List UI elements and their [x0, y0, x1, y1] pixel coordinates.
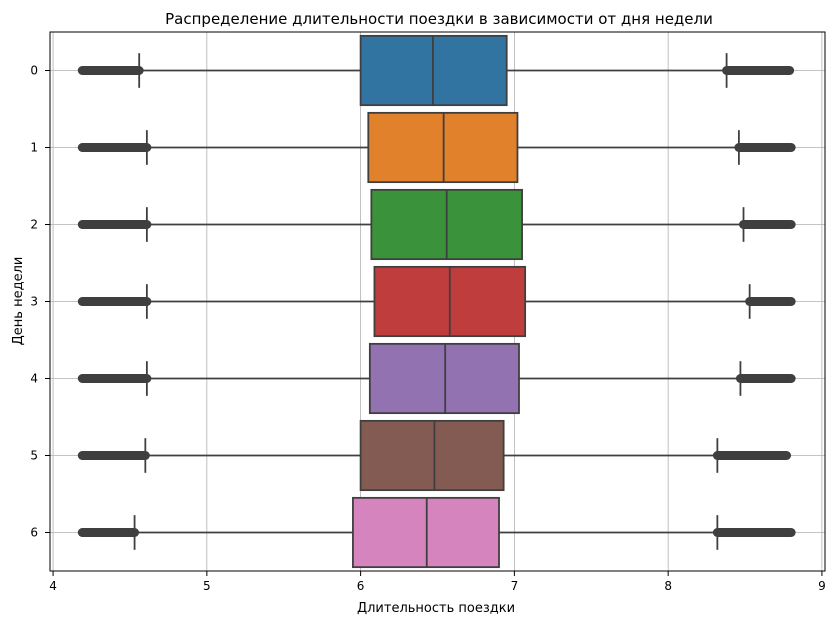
x-axis-ticks: 4 5 6 7 8 9	[49, 571, 826, 593]
x-tick-label: 5	[203, 579, 211, 593]
box-day-3	[77, 265, 796, 338]
box-day-2	[77, 188, 796, 261]
box-day-0	[77, 34, 795, 107]
x-tick-label: 7	[511, 579, 519, 593]
box-iqr	[359, 419, 505, 492]
y-tick-label: 0	[30, 64, 38, 78]
y-tick-label: 1	[30, 141, 38, 155]
y-axis-label: День недели	[11, 257, 26, 346]
box-day-4	[77, 342, 796, 415]
x-tick-label: 9	[818, 579, 826, 593]
box-day-5	[77, 419, 792, 492]
y-axis-ticks: 0 1 2 3 4 5 6	[30, 64, 50, 540]
x-tick-label: 4	[49, 579, 57, 593]
box-day-1	[77, 111, 796, 184]
y-tick-label: 6	[30, 526, 38, 540]
y-tick-label: 5	[30, 449, 38, 463]
box-day-6	[77, 496, 796, 569]
y-tick-label: 2	[30, 218, 38, 232]
box-series	[77, 34, 796, 569]
y-tick-label: 3	[30, 295, 38, 309]
chart-title: Распределение длительности поездки в зав…	[165, 10, 713, 28]
x-tick-label: 6	[357, 579, 365, 593]
x-axis-label: Длительность поездки	[357, 601, 515, 616]
y-tick-label: 4	[30, 372, 38, 386]
x-tick-label: 8	[664, 579, 672, 593]
